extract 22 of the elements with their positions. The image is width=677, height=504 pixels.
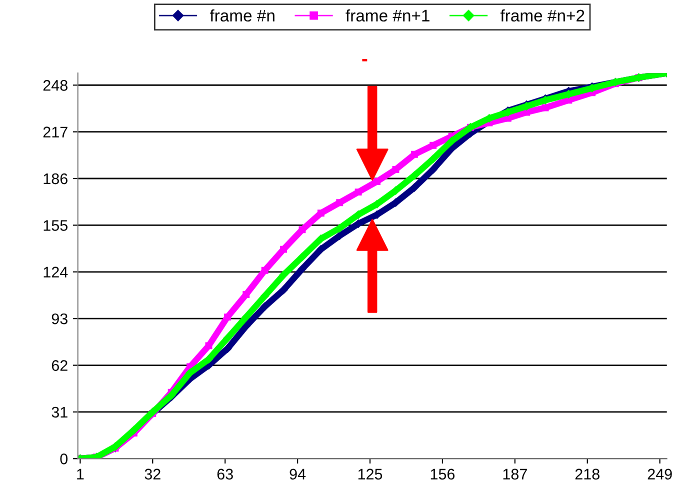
x-tick-label: 125 (358, 468, 382, 480)
y-tick-label: 31 (52, 406, 68, 418)
x-tick-label: 63 (217, 468, 233, 480)
y-tick-label: 186 (44, 173, 68, 184)
x-tick-label: 32 (144, 468, 160, 480)
x-tick-label: 94 (290, 468, 306, 480)
y-tick-label: 155 (44, 220, 68, 231)
x-tick-label: 218 (575, 468, 600, 480)
y-tick-label: 93 (52, 313, 68, 324)
legend-label: frame #n+1 (346, 9, 430, 22)
x-tick-label: 156 (430, 468, 455, 480)
legend-label: frame #n (210, 9, 274, 22)
y-tick-label: 0 (60, 454, 68, 464)
x-tick-label: 249 (648, 468, 672, 480)
y-tick-label: 217 (43, 126, 68, 138)
y-tick-label: 124 (44, 266, 68, 278)
legend-label: frame #n+2 (500, 9, 584, 22)
x-tick-label: 187 (503, 468, 527, 480)
text: - (362, 58, 368, 62)
y-tick-label: 248 (43, 80, 68, 91)
x-tick-label: 1 (77, 468, 84, 480)
y-tick-label: 62 (52, 360, 68, 371)
